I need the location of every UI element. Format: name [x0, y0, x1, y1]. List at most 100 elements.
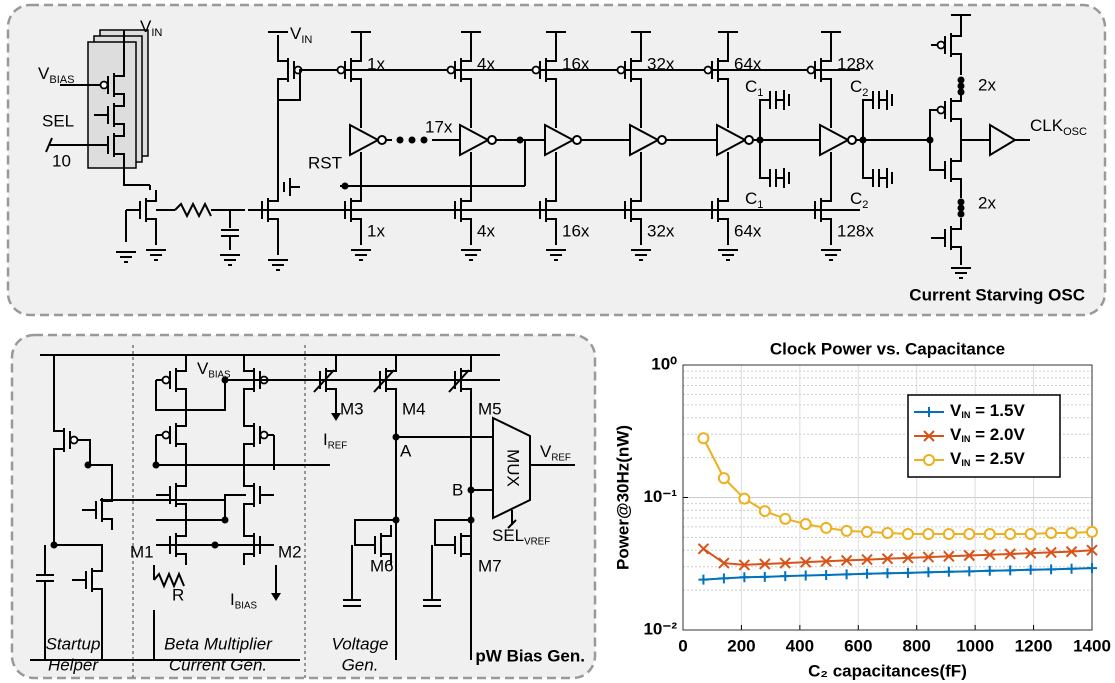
label: 10 — [52, 151, 71, 170]
junction — [926, 136, 934, 144]
label-sub: IN — [301, 34, 312, 46]
marker — [924, 407, 934, 417]
wire — [176, 443, 187, 455]
wire — [381, 553, 392, 565]
wire — [381, 525, 392, 537]
label-sub: BIAS — [49, 74, 74, 86]
wire — [951, 246, 962, 258]
wire — [146, 218, 157, 230]
junction — [420, 136, 428, 144]
wire — [951, 178, 962, 190]
x-tick-label: 1200 — [1015, 636, 1053, 655]
marker — [1086, 525, 1098, 538]
wire — [461, 190, 472, 202]
wire — [153, 571, 185, 589]
wire — [114, 65, 125, 77]
marker — [963, 549, 976, 562]
label-main: V — [950, 401, 962, 420]
wire — [862, 140, 873, 179]
junction — [516, 136, 524, 144]
wire — [243, 443, 254, 455]
marker — [922, 528, 935, 541]
wire — [45, 137, 53, 153]
marker — [1065, 545, 1078, 558]
marker — [964, 566, 975, 577]
label: VREF — [540, 442, 571, 463]
marker — [821, 570, 832, 581]
marker — [923, 567, 934, 578]
wire — [546, 50, 557, 62]
pmos-bubble — [259, 430, 269, 440]
wire — [53, 448, 64, 460]
pmos-bubble — [703, 65, 713, 75]
y-tick-label: 10⁻² — [643, 619, 677, 638]
wire — [461, 218, 472, 230]
label: 4x — [477, 221, 495, 240]
label: Beta Multiplier — [164, 634, 273, 653]
wire — [176, 475, 187, 487]
wire — [92, 588, 103, 600]
junction — [221, 376, 229, 384]
junction — [84, 461, 92, 469]
junction — [957, 204, 965, 212]
pmos-bubble — [336, 65, 346, 75]
label-rest: = 2.0V — [970, 425, 1025, 444]
label: Current Starving OSC — [909, 285, 1085, 304]
marker — [697, 543, 710, 555]
junction — [467, 486, 475, 494]
junction — [341, 182, 349, 190]
marker — [1005, 565, 1016, 576]
wire — [114, 125, 125, 137]
label: 32x — [647, 54, 675, 73]
wire — [176, 415, 187, 427]
wire — [176, 553, 187, 565]
label: C2 — [850, 189, 868, 211]
label-sub: OSC — [1063, 126, 1087, 138]
label-sub: BIAS — [208, 369, 231, 380]
label: M1 — [130, 542, 154, 561]
label: pW Bias Gen. — [475, 646, 585, 665]
wire — [461, 553, 472, 565]
marker — [881, 553, 894, 565]
marker — [901, 528, 914, 541]
marker — [923, 430, 935, 442]
label-main: V — [290, 24, 302, 43]
marker — [1045, 526, 1058, 539]
pmos-bubble — [161, 375, 171, 385]
marker — [779, 557, 791, 569]
marker — [840, 554, 853, 567]
label-main: V — [38, 64, 50, 83]
label: 2x — [978, 193, 996, 212]
marker — [1046, 564, 1057, 575]
label: C1 — [745, 77, 763, 99]
label-rest: = 2.5V — [970, 449, 1025, 468]
wire — [326, 388, 337, 400]
junction — [50, 541, 58, 549]
wire — [53, 420, 64, 432]
wire — [351, 50, 362, 62]
label: CLKOSC — [1030, 116, 1087, 138]
label-sub: 1 — [757, 199, 763, 211]
label: VIN — [290, 24, 312, 46]
wire — [268, 190, 279, 202]
label-main: V — [140, 17, 152, 36]
label-sub: 1 — [757, 87, 763, 99]
y-axis-label: Power@30Hz(nW) — [613, 425, 632, 570]
junction — [957, 88, 965, 96]
wire — [631, 78, 642, 90]
marker — [799, 518, 812, 531]
pmos-bubble — [936, 105, 946, 115]
wire — [546, 190, 557, 202]
label: 64x — [734, 54, 762, 73]
label-sub: IN — [961, 459, 970, 469]
label: M6 — [370, 556, 394, 575]
label-main: SEL — [492, 526, 524, 545]
wire — [278, 69, 308, 101]
label-sub: REF — [551, 452, 571, 463]
label-main: V — [197, 359, 209, 378]
marker — [1087, 563, 1097, 574]
label-main: V — [950, 449, 962, 468]
pmos-bubble — [936, 40, 946, 50]
marker — [820, 555, 832, 568]
